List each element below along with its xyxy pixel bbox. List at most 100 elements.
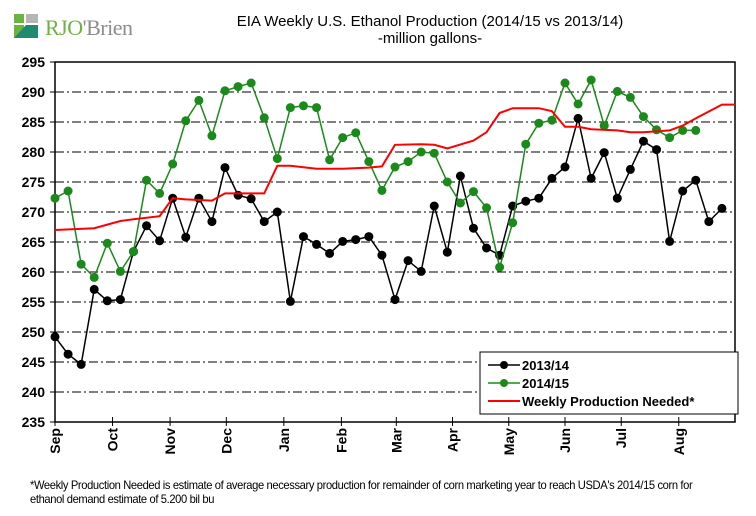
data-point xyxy=(455,171,465,181)
data-point xyxy=(181,232,191,242)
data-point xyxy=(115,295,125,305)
data-point xyxy=(338,133,348,143)
chart-title: EIA Weekly U.S. Ethanol Production (2014… xyxy=(236,13,624,30)
data-point xyxy=(63,349,73,359)
data-point xyxy=(194,193,204,203)
series-layer xyxy=(50,75,735,369)
data-point xyxy=(259,113,269,123)
legend-marker xyxy=(500,361,508,369)
data-point xyxy=(638,112,648,122)
data-point xyxy=(233,190,243,200)
data-point xyxy=(325,248,335,258)
legend: 2013/14 2014/15 Weekly Production Needed* xyxy=(479,351,739,415)
data-point xyxy=(390,162,400,172)
data-point xyxy=(468,223,478,233)
data-point xyxy=(573,99,583,109)
data-point xyxy=(115,266,125,276)
data-point xyxy=(403,256,413,266)
data-point xyxy=(155,236,165,246)
y-tick-label: 240 xyxy=(22,384,46,400)
y-tick-label: 235 xyxy=(22,414,46,430)
data-point xyxy=(547,173,557,183)
legend-label: 2014/15 xyxy=(522,376,569,391)
data-point xyxy=(599,148,609,158)
brand-name-brien: 'Brien xyxy=(82,15,133,40)
series-line xyxy=(54,78,696,279)
y-tick-label: 290 xyxy=(22,84,46,100)
data-point xyxy=(351,235,361,245)
data-point xyxy=(50,332,60,342)
data-point xyxy=(560,78,570,88)
data-point xyxy=(678,186,688,196)
data-point xyxy=(612,193,622,203)
data-point xyxy=(521,196,531,206)
data-point xyxy=(312,103,322,113)
legend-marker xyxy=(500,379,508,387)
data-point xyxy=(455,198,465,208)
data-point xyxy=(259,217,269,227)
series-line xyxy=(54,103,735,231)
series-line xyxy=(54,118,723,366)
data-point xyxy=(482,243,492,253)
data-point xyxy=(102,296,112,306)
data-point xyxy=(207,217,217,227)
y-tick-label: 250 xyxy=(22,324,46,340)
footnote: *Weekly Production Needed is estimate of… xyxy=(30,478,693,506)
data-point xyxy=(207,131,217,141)
legend-box xyxy=(479,351,739,415)
data-point xyxy=(416,266,426,276)
brand-logo: RJO'Brien xyxy=(14,14,164,54)
data-point xyxy=(102,238,112,248)
data-point xyxy=(63,186,73,196)
data-point xyxy=(142,175,152,185)
data-point xyxy=(599,121,609,131)
data-point xyxy=(390,295,400,305)
logo-mark-icon xyxy=(14,14,38,38)
y-tick-label: 295 xyxy=(22,54,46,70)
data-point xyxy=(377,250,387,260)
x-tick-label: Jul xyxy=(613,428,629,448)
data-point xyxy=(665,133,675,143)
data-point xyxy=(338,236,348,246)
data-point xyxy=(351,128,361,138)
data-point xyxy=(612,86,622,96)
x-tick-label: Jun xyxy=(557,428,573,453)
data-point xyxy=(534,193,544,203)
data-point xyxy=(220,86,230,96)
series-2014-15 xyxy=(50,75,701,282)
legend-label: Weekly Production Needed* xyxy=(522,394,695,409)
y-tick-label: 260 xyxy=(22,264,46,280)
data-point xyxy=(560,162,570,172)
data-point xyxy=(442,177,452,187)
data-point xyxy=(155,188,165,198)
data-point xyxy=(482,203,492,213)
data-point xyxy=(142,221,152,231)
data-point xyxy=(547,115,557,125)
data-point xyxy=(298,232,308,242)
y-tick-label: 280 xyxy=(22,144,46,160)
x-tick-label: Jan xyxy=(276,428,292,452)
legend-label: 2013/14 xyxy=(522,358,570,373)
data-point xyxy=(586,75,596,85)
data-point xyxy=(508,218,518,228)
data-point xyxy=(429,201,439,211)
x-tick-label: Dec xyxy=(218,428,234,454)
data-point xyxy=(50,193,60,203)
data-point xyxy=(652,125,662,135)
axes: 235 240 245 250 255 260 265 270 275 280 285 290 295 S… xyxy=(22,54,736,455)
data-point xyxy=(312,239,322,249)
data-point xyxy=(364,232,374,242)
data-point xyxy=(403,157,413,167)
y-tick-label: 265 xyxy=(22,234,46,250)
chart-subtitle: -million gallons- xyxy=(377,30,483,47)
data-point xyxy=(442,247,452,257)
data-point xyxy=(194,95,204,105)
brand-name-rjo: RJO xyxy=(45,15,83,40)
x-tick-label: Mar xyxy=(388,427,404,452)
data-point xyxy=(652,145,662,155)
data-point xyxy=(429,148,439,158)
x-tick-label: Apr xyxy=(445,427,461,452)
x-tick-label: Oct xyxy=(105,428,121,452)
data-point xyxy=(678,125,688,135)
data-point xyxy=(573,113,583,123)
